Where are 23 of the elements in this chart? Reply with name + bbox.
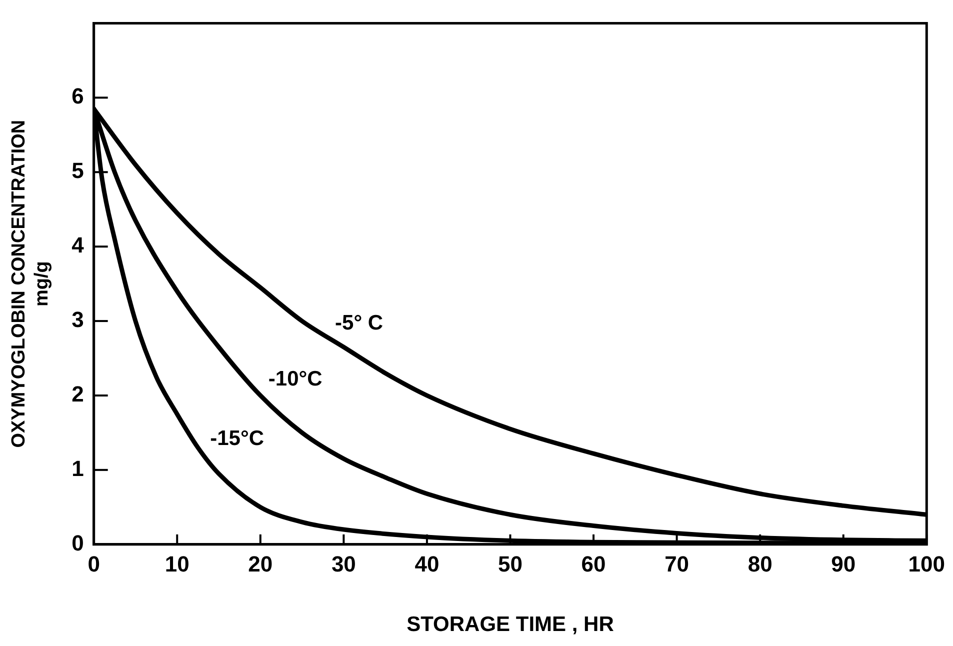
- x-tick-label: 70: [664, 552, 690, 577]
- y-tick-label: 4: [72, 232, 85, 258]
- y-tick-label: 2: [72, 382, 84, 407]
- y-tick-label: 1: [72, 456, 84, 482]
- x-tick-label: 20: [248, 552, 273, 577]
- x-tick-label: 90: [831, 552, 856, 577]
- x-tick-label: 30: [331, 552, 356, 577]
- annotation: -5° C: [335, 311, 384, 334]
- x-axis-title: STORAGE TIME , HR: [406, 613, 614, 636]
- x-tick-label: 50: [498, 552, 522, 577]
- x-tick-label: 60: [581, 552, 606, 577]
- y-tick-label: 3: [72, 307, 84, 332]
- x-tick-label: 40: [414, 552, 440, 577]
- x-tick-label: 80: [748, 552, 772, 577]
- annotation: -15°C: [210, 426, 264, 450]
- y-tick-label: 6: [72, 84, 84, 109]
- y-tick-label: 5: [72, 158, 84, 184]
- x-tick-label: 10: [164, 552, 190, 577]
- annotation: -10°C: [268, 367, 322, 390]
- y-axis-title: OXYMYOGLOBIN CONCENTRATION mg/g: [8, 120, 52, 448]
- x-tick-label: 0: [88, 552, 100, 577]
- y-tick-label: 0: [72, 530, 84, 556]
- x-tick-label: 100: [908, 552, 946, 577]
